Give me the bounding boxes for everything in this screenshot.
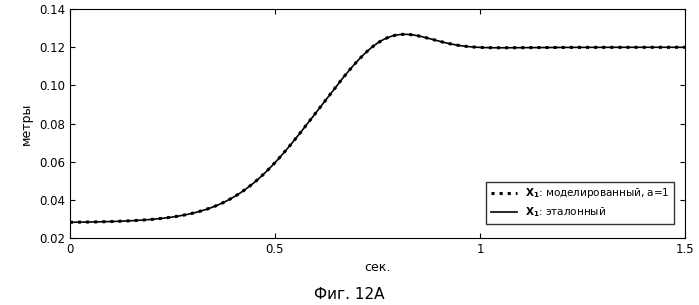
$\mathbf{X_1}$: эталонный: (0.0765, 0.0284): эталонный: (0.0765, 0.0284) xyxy=(97,220,106,224)
X-axis label: сек.: сек. xyxy=(364,261,391,274)
$\mathbf{X_1}$: эталонный: (1.46, 0.12): эталонный: (1.46, 0.12) xyxy=(663,45,672,49)
$\mathbf{X_1}$: моделированный, a=1: (0.816, 0.127): моделированный, a=1: (0.816, 0.127) xyxy=(401,32,409,36)
$\mathbf{X_1}$: эталонный: (1.5, 0.12): эталонный: (1.5, 0.12) xyxy=(681,45,689,49)
$\mathbf{X_1}$: эталонный: (0, 0.0282): эталонный: (0, 0.0282) xyxy=(66,221,74,224)
$\mathbf{X_1}$: моделированный, a=1: (0.0765, 0.0284): моделированный, a=1: (0.0765, 0.0284) xyxy=(97,220,106,224)
$\mathbf{X_1}$: эталонный: (1.46, 0.12): эталонный: (1.46, 0.12) xyxy=(663,45,671,49)
$\mathbf{X_1}$: эталонный: (0.69, 0.11): эталонный: (0.69, 0.11) xyxy=(349,64,357,68)
$\mathbf{X_1}$: моделированный, a=1: (1.18, 0.12): моделированный, a=1: (1.18, 0.12) xyxy=(550,46,559,49)
Line: $\mathbf{X_1}$: эталонный: $\mathbf{X_1}$: эталонный xyxy=(70,34,685,222)
$\mathbf{X_1}$: моделированный, a=1: (1.46, 0.12): моделированный, a=1: (1.46, 0.12) xyxy=(663,45,672,49)
$\mathbf{X_1}$: моделированный, a=1: (0.69, 0.11): моделированный, a=1: (0.69, 0.11) xyxy=(349,64,357,68)
$\mathbf{X_1}$: эталонный: (0.729, 0.119): эталонный: (0.729, 0.119) xyxy=(365,48,373,52)
$\mathbf{X_1}$: моделированный, a=1: (0.729, 0.119): моделированный, a=1: (0.729, 0.119) xyxy=(365,48,373,52)
$\mathbf{X_1}$: моделированный, a=1: (1.46, 0.12): моделированный, a=1: (1.46, 0.12) xyxy=(663,45,671,49)
Text: Фиг. 12А: Фиг. 12А xyxy=(315,287,384,302)
Y-axis label: метры: метры xyxy=(20,102,34,145)
Line: $\mathbf{X_1}$: моделированный, a=1: $\mathbf{X_1}$: моделированный, a=1 xyxy=(70,34,685,222)
$\mathbf{X_1}$: эталонный: (1.18, 0.12): эталонный: (1.18, 0.12) xyxy=(550,46,559,49)
$\mathbf{X_1}$: моделированный, a=1: (0, 0.0282): моделированный, a=1: (0, 0.0282) xyxy=(66,221,74,224)
$\mathbf{X_1}$: моделированный, a=1: (1.5, 0.12): моделированный, a=1: (1.5, 0.12) xyxy=(681,45,689,49)
$\mathbf{X_1}$: эталонный: (0.816, 0.127): эталонный: (0.816, 0.127) xyxy=(401,32,409,36)
Legend: $\mathbf{X_1}$: моделированный, a=1, $\mathbf{X_1}$: эталонный: $\mathbf{X_1}$: моделированный, a=1, $\m… xyxy=(487,182,674,224)
